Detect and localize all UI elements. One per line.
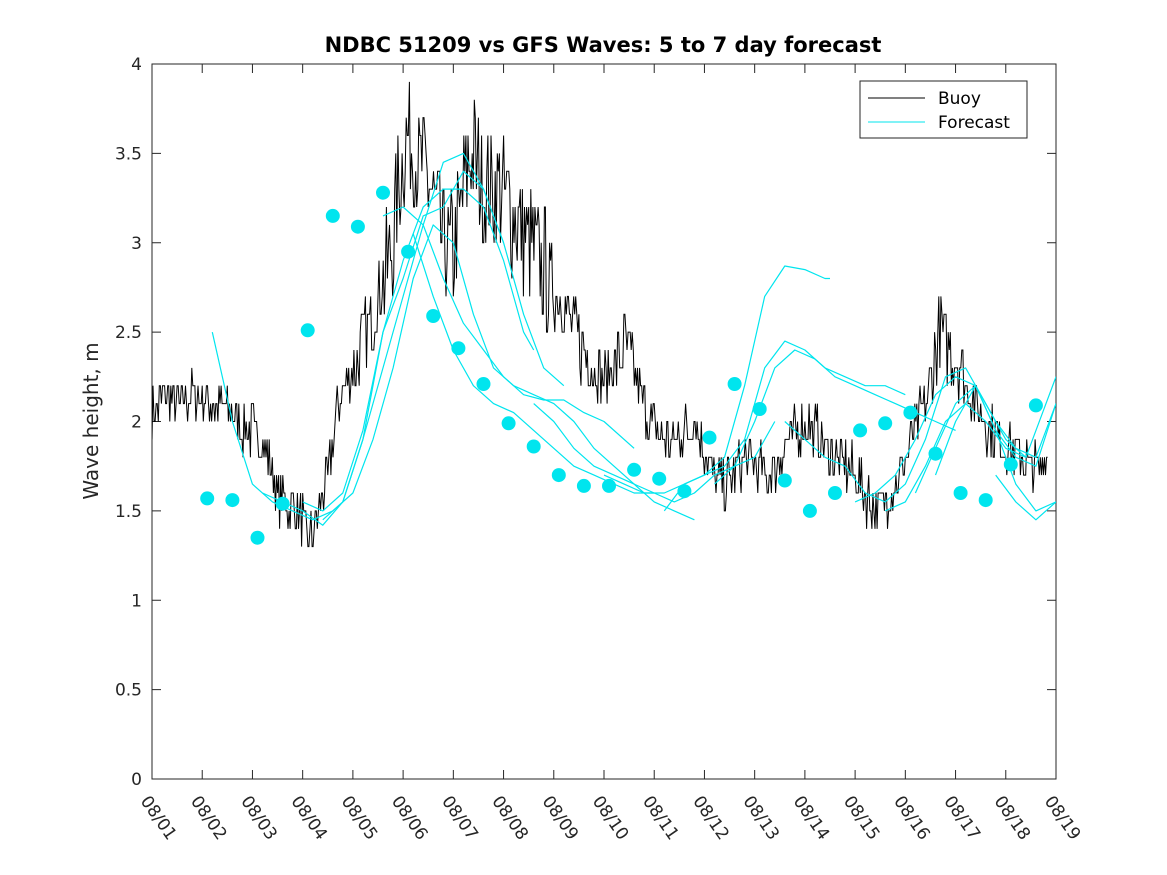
- y-tick-label: 2.5: [115, 323, 142, 343]
- forecast-series-line: [934, 385, 1056, 512]
- forecast-point: [602, 478, 616, 493]
- forecast-series-line: [663, 340, 906, 512]
- forecast-point: [476, 377, 491, 391]
- forecast-point: [978, 493, 993, 508]
- forecast-series-line: [322, 152, 565, 521]
- forecast-series-line: [854, 376, 1056, 503]
- forecast-series-line: [884, 376, 1056, 512]
- forecast-point: [903, 405, 918, 420]
- y-axis-label: Wave height, m: [79, 342, 103, 499]
- forecast-point: [451, 341, 466, 356]
- forecast-point: [526, 439, 541, 454]
- forecast-point: [300, 323, 315, 338]
- y-tick-label: 1.5: [115, 502, 142, 522]
- forecast-point: [325, 208, 340, 223]
- legend-box: [859, 80, 1028, 139]
- forecast-point: [576, 478, 591, 493]
- forecast-series-line: [302, 188, 535, 512]
- legend-label-buoy: Buoy: [938, 89, 981, 109]
- forecast-point: [777, 473, 792, 488]
- forecast-point: [426, 309, 441, 323]
- forecast-series-line: [452, 242, 695, 521]
- forecast-point: [828, 486, 842, 500]
- legend-label-forecast: Forecast: [938, 113, 1010, 133]
- y-tick-label: 0: [131, 770, 142, 790]
- forecast-point: [1028, 398, 1043, 413]
- forecast-point: [250, 530, 265, 545]
- forecast-series-line: [603, 265, 830, 494]
- y-tick-label: 2: [131, 413, 142, 433]
- y-tick-label: 4: [131, 55, 142, 75]
- forecast-point: [652, 471, 667, 486]
- forecast-point: [677, 484, 692, 499]
- y-tick-label: 3: [131, 234, 142, 254]
- forecast-point: [200, 491, 215, 506]
- forecast-point: [702, 430, 717, 445]
- legend: Buoy Forecast: [859, 80, 1028, 139]
- forecast-point: [1003, 457, 1018, 472]
- forecast-point: [376, 185, 390, 200]
- buoy-series-line: [152, 81, 1048, 548]
- y-tick-label: 1: [131, 591, 142, 611]
- forecast-point: [727, 377, 742, 391]
- forecast-point: [878, 416, 893, 431]
- forecast-point: [551, 468, 566, 483]
- chart-title: NDBC 51209 vs GFS Waves: 5 to 7 day fore…: [325, 33, 882, 57]
- forecast-point: [752, 402, 767, 416]
- forecast-point: [802, 503, 817, 518]
- forecast-point: [627, 462, 642, 477]
- y-tick-label: 3.5: [115, 144, 142, 164]
- y-tick-label: 0.5: [115, 681, 142, 701]
- forecast-point: [928, 446, 943, 461]
- forecast-series-line: [995, 474, 1056, 521]
- forecast-point: [501, 416, 516, 431]
- forecast-point: [350, 219, 365, 234]
- forecast-point: [853, 423, 868, 438]
- forecast-point: [401, 244, 416, 259]
- forecast-point: [225, 493, 240, 508]
- forecast-point: [953, 486, 968, 500]
- forecast-point: [275, 496, 290, 511]
